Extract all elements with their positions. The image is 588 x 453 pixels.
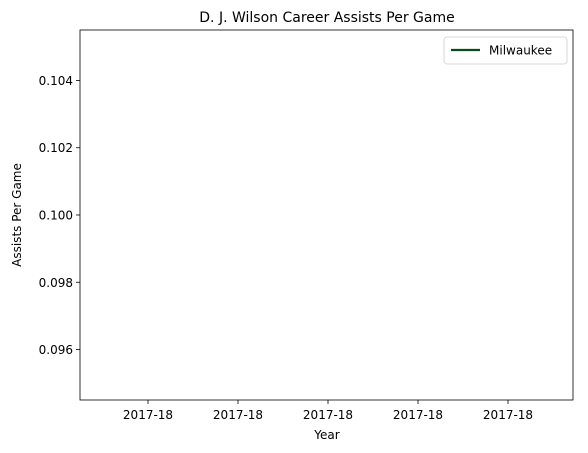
x-tick-label: 2017-18 [123, 408, 173, 422]
legend: Milwaukee [443, 36, 568, 65]
y-axis: 0.096 0.098 0.100 0.102 0.104 [39, 74, 80, 357]
y-tick-label: 0.104 [39, 74, 73, 88]
x-axis: 2017-18 2017-18 2017-18 2017-18 2017-18 [123, 400, 533, 422]
plot-area [79, 29, 574, 401]
y-tick-label: 0.096 [39, 343, 73, 357]
y-tick-label: 0.098 [39, 276, 73, 290]
x-axis-label: Year [313, 428, 339, 442]
y-tick-label: 0.102 [39, 141, 73, 155]
x-tick-label: 2017-18 [483, 408, 533, 422]
legend-label-milwaukee: Milwaukee [489, 44, 552, 58]
chart-title: D. J. Wilson Career Assists Per Game [199, 10, 454, 26]
y-tick-label: 0.100 [39, 209, 73, 223]
x-tick-label: 2017-18 [303, 408, 353, 422]
x-tick-label: 2017-18 [393, 408, 443, 422]
y-axis-label: Assists Per Game [10, 163, 24, 267]
legend-box [443, 36, 568, 65]
x-tick-label: 2017-18 [213, 408, 263, 422]
